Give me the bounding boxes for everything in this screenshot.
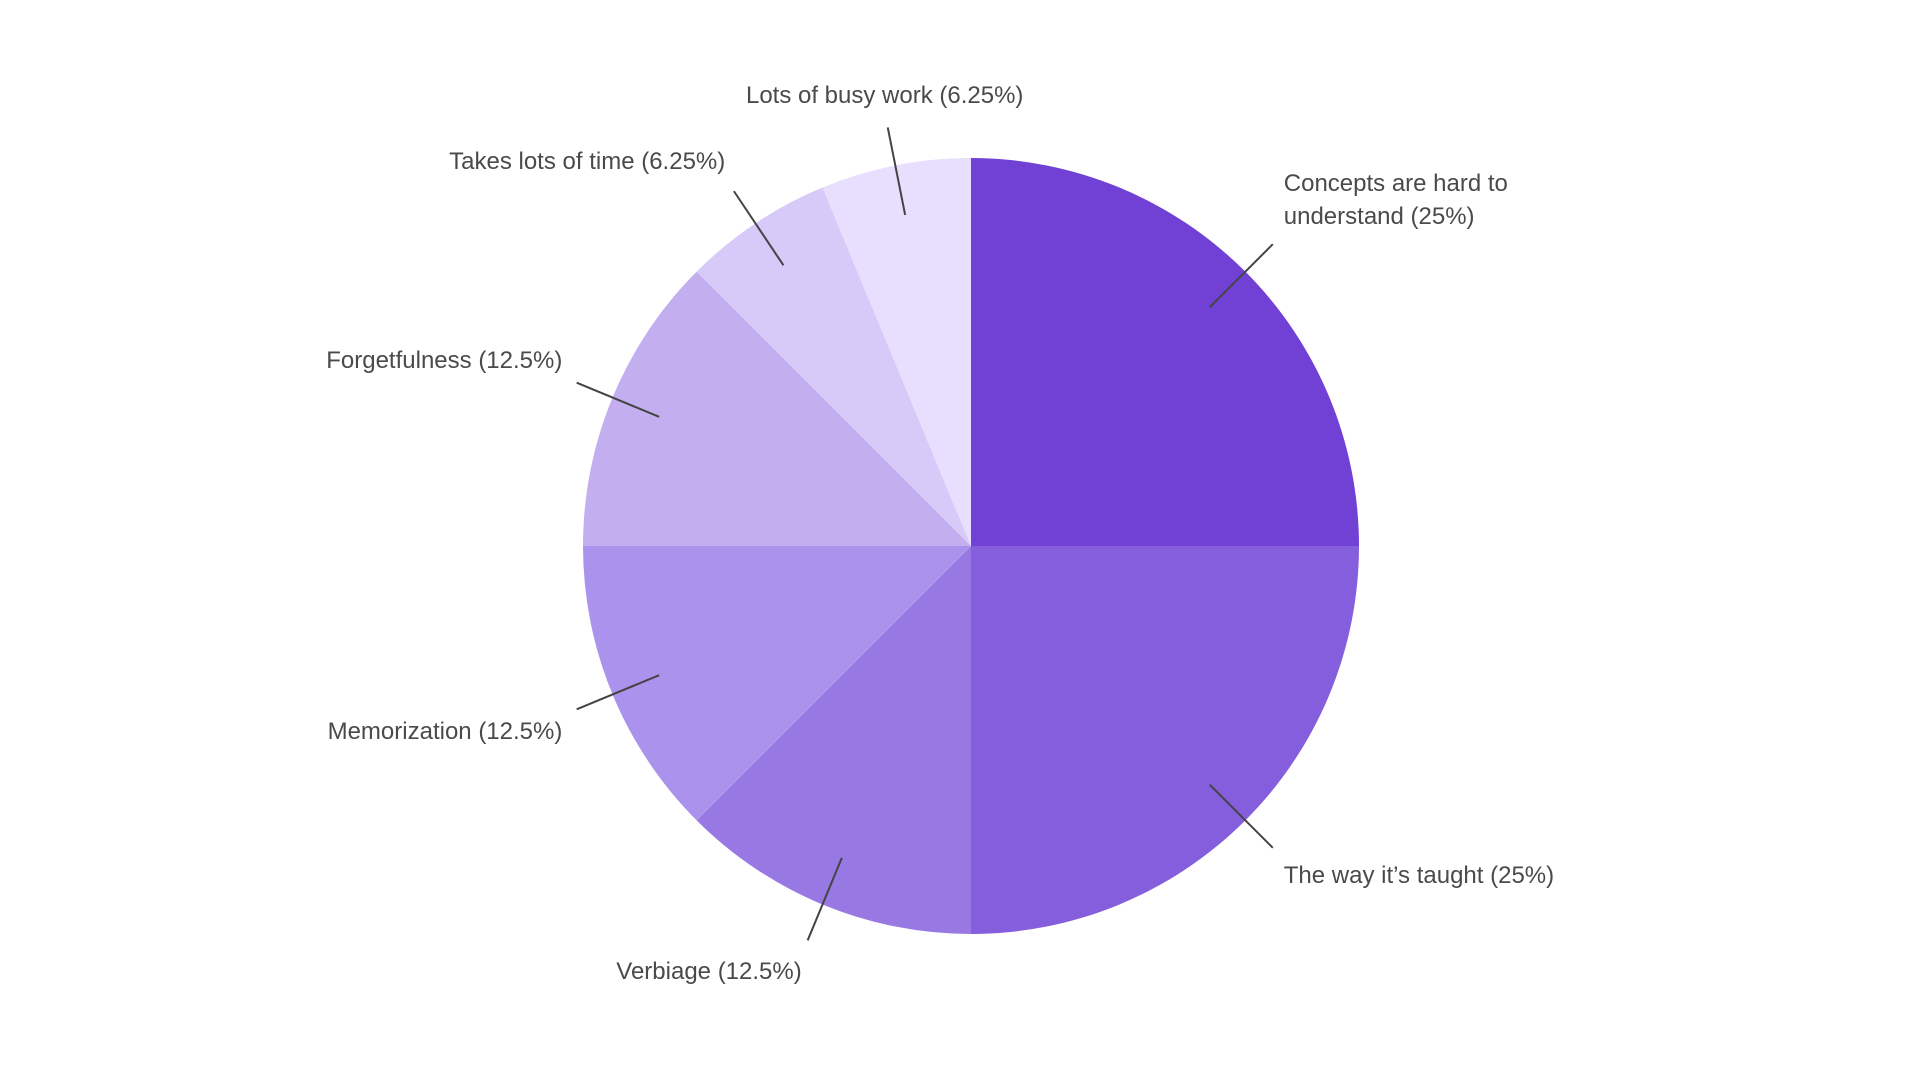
slice-label: Verbiage (12.5%)	[616, 955, 801, 988]
leader-line	[1208, 783, 1274, 849]
leader-line	[1208, 243, 1274, 309]
slice-label: The way it’s taught (25%)	[1284, 859, 1554, 892]
leader-line	[733, 190, 785, 266]
pie-slice	[696, 187, 971, 547]
slice-label: Forgetfulness (12.5%)	[326, 344, 562, 377]
leader-line	[806, 857, 843, 941]
leader-line	[886, 127, 907, 216]
pie-slice	[971, 546, 1359, 934]
leader-line	[576, 674, 660, 711]
category-label: The way it’s taught	[1283, 861, 1484, 889]
value-label: (12.5%)	[478, 718, 563, 746]
value-label: (25%)	[1490, 861, 1555, 889]
value-label: (12.5%)	[478, 346, 563, 374]
slice-label: Memorization (12.5%)	[328, 715, 563, 748]
pie-slice	[696, 546, 971, 934]
pie-slice	[583, 271, 971, 546]
category-label: Lots of busy work	[745, 82, 933, 110]
category-label: Verbiage	[616, 957, 712, 985]
pie-slice	[822, 158, 971, 546]
leader-line	[576, 381, 660, 418]
category-label: Forgetfulness	[326, 346, 472, 374]
category-label: Takes lots of time	[449, 148, 635, 176]
slice-label: Concepts are hard to understand (25%)	[1284, 167, 1544, 233]
slice-label: Lots of busy work (6.25%)	[746, 79, 1023, 112]
category-label: Concepts are hard to understand	[1283, 170, 1508, 231]
value-label: (6.25%)	[939, 82, 1024, 110]
value-label: (6.25%)	[641, 148, 726, 176]
value-label: (25%)	[1410, 203, 1475, 231]
value-label: (12.5%)	[717, 957, 802, 985]
pie-slice	[583, 546, 971, 821]
pie-slice	[971, 158, 1359, 546]
slice-label: Takes lots of time (6.25%)	[449, 145, 725, 178]
category-label: Memorization	[327, 718, 472, 746]
